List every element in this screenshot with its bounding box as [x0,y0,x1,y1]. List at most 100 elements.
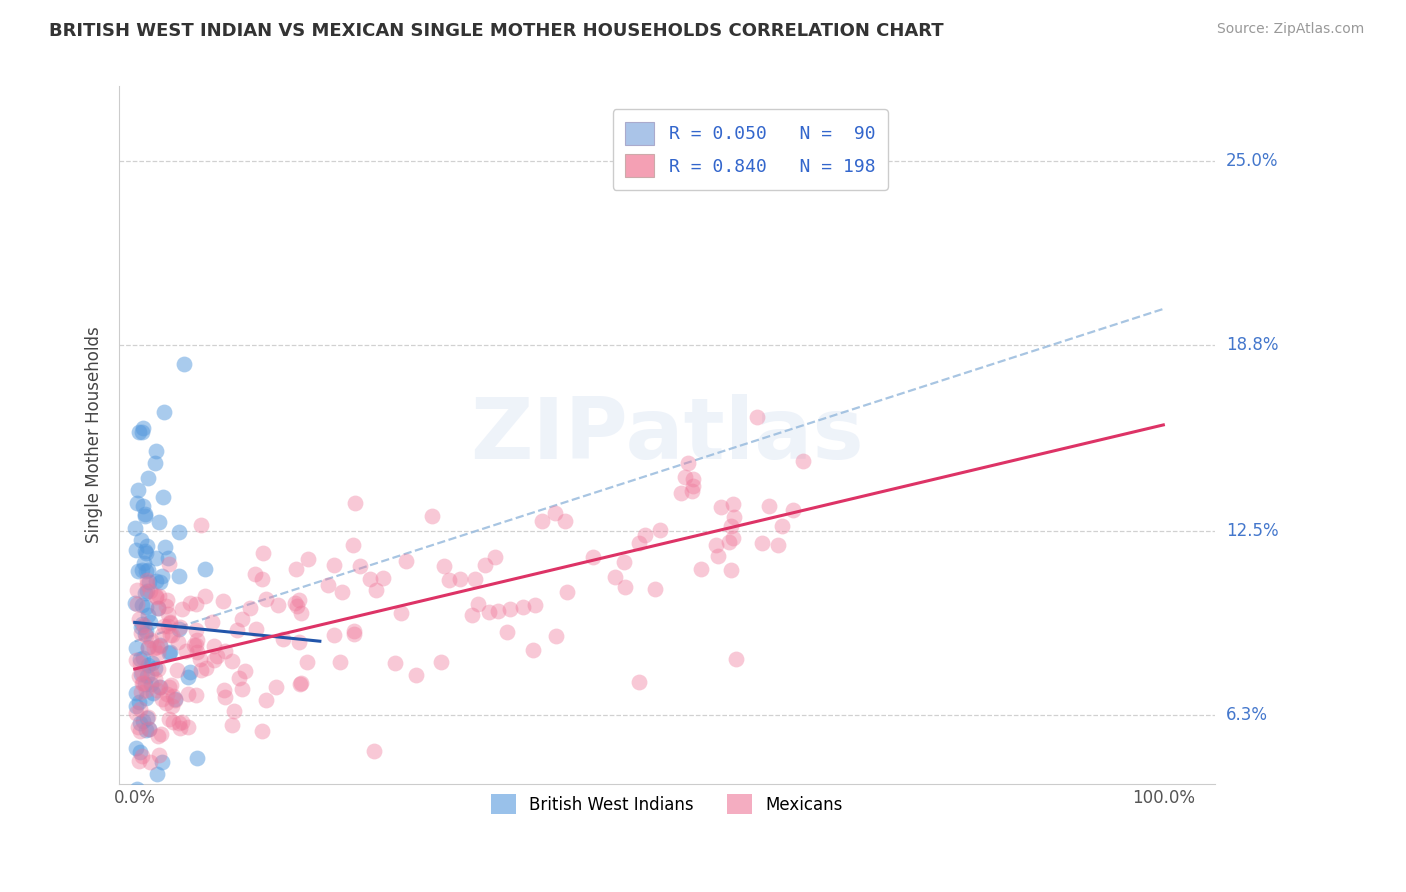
Point [201,615,224,630]
Point [146,683,169,698]
Point [429,655,451,669]
Point [474,558,496,573]
Point [149,574,172,589]
Point [125,706,148,720]
Point [172,602,194,616]
Point [145,574,167,589]
Point [124,521,146,535]
Point [461,608,484,623]
Point [143,660,166,674]
Point [162,714,184,729]
Point [145,550,167,565]
Point [233,664,256,678]
Point [125,597,148,611]
Point [138,640,160,655]
Point [676,456,699,470]
Point [186,597,208,611]
Point [496,624,519,639]
Point [148,747,170,762]
Point [228,671,250,685]
Text: Source: ZipAtlas.com: Source: ZipAtlas.com [1216,22,1364,37]
Point [131,616,153,631]
Point [582,550,605,565]
Point [682,472,704,486]
Point [138,563,160,577]
Point [747,410,769,425]
Point [141,656,163,670]
Point [194,589,217,603]
Point [224,705,246,719]
Point [395,554,418,568]
Point [131,794,153,808]
Point [627,536,650,550]
Point [134,509,156,524]
Point [420,509,443,524]
Point [134,586,156,600]
Point [148,601,170,615]
Point [145,767,167,781]
Point [167,569,190,583]
Point [205,649,228,664]
Point [134,508,156,522]
Point [157,557,180,571]
Point [343,496,366,510]
Point [349,558,371,573]
Point [138,786,160,800]
Point [138,658,160,673]
Point [132,676,155,690]
Point [290,677,312,691]
Point [129,657,152,671]
Point [172,714,194,729]
Point [148,646,170,660]
Point [283,596,305,610]
Point [136,669,159,683]
Point [342,538,364,552]
Point [149,727,172,741]
Point [159,628,181,642]
Point [148,589,170,603]
Point [145,444,167,458]
Point [363,744,385,758]
Point [721,532,744,546]
Point [290,606,312,620]
Point [129,652,152,666]
Point [264,680,287,694]
Point [159,615,181,630]
Point [150,627,173,641]
Point [225,623,247,637]
Point [371,571,394,585]
Point [202,653,225,667]
Point [129,684,152,698]
Point [766,538,789,552]
Point [135,723,157,737]
Point [221,654,243,668]
Point [127,564,149,578]
Point [405,668,427,682]
Point [157,712,180,726]
Point [131,533,153,547]
Point [157,646,180,660]
Point [148,729,170,743]
Point [212,683,235,698]
Point [706,549,728,563]
Point [484,550,506,565]
Point [682,479,704,493]
Point [449,573,471,587]
Point [135,574,157,588]
Point [148,680,170,694]
Point [132,714,155,728]
Point [720,519,742,533]
Point [758,499,780,513]
Point [486,604,509,618]
Point [174,644,197,658]
Point [148,601,170,615]
Point [704,538,727,552]
Point [127,792,149,806]
Point [243,566,266,581]
Point [512,600,534,615]
Point [214,690,236,705]
Point [125,699,148,714]
Point [177,720,200,734]
Point [167,715,190,730]
Point [188,652,211,666]
